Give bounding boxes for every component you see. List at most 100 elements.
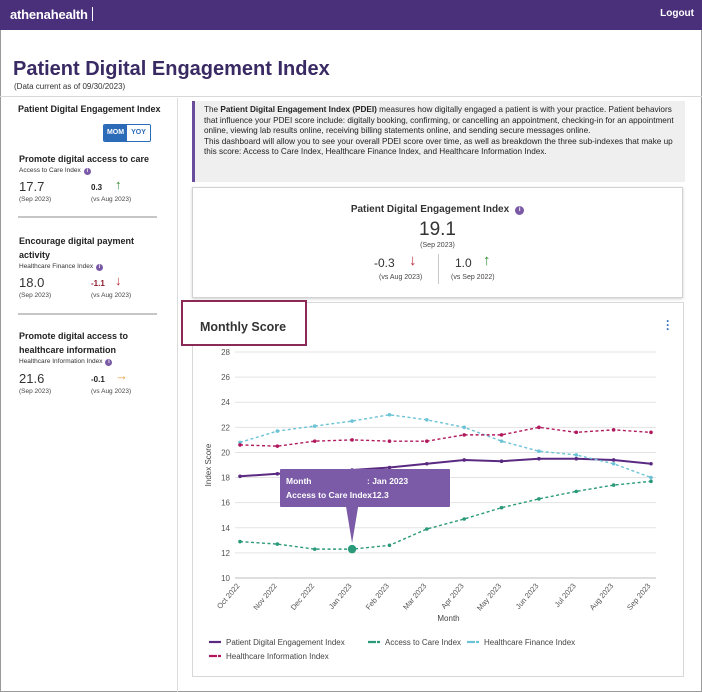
data-point[interactable] <box>499 459 504 464</box>
legend-label[interactable]: Patient Digital Engagement Index <box>226 638 345 647</box>
data-point[interactable] <box>574 456 579 461</box>
more-options-icon[interactable]: · · · <box>666 314 670 336</box>
info-icon[interactable]: i <box>96 264 104 271</box>
page-title: Patient Digital Engagement Index <box>13 58 330 80</box>
info-icon[interactable]: i <box>83 168 91 175</box>
series-line <box>239 426 652 447</box>
card-subtitle: Healthcare Finance Index i <box>19 263 157 271</box>
tooltip-label: Access to Care Index <box>286 490 372 500</box>
x-tick-label: Aug 2023 <box>588 582 616 612</box>
pdei-score-card: Patient Digital Engagement Index i 19.1 (… <box>192 187 683 298</box>
desc-bold-term: Patient Digital Engagement Index (PDEI) <box>220 105 377 114</box>
description-paragraph: The Patient Digital Engagement Index (PD… <box>204 105 679 137</box>
monthly-score-chart: 10 12 14 16 18 20 22 24 26 28 Oct 2022 Nov 2022 Dec … <box>204 348 656 661</box>
data-point[interactable] <box>312 424 317 428</box>
series-line <box>239 414 652 479</box>
data-point[interactable] <box>499 433 504 437</box>
data-point[interactable] <box>611 458 616 462</box>
data-point[interactable] <box>425 527 429 531</box>
data-point[interactable] <box>499 505 504 510</box>
yoy-change: 1.0 <box>455 256 472 270</box>
tooltip-label: Month <box>286 476 312 486</box>
data-point[interactable] <box>649 479 653 484</box>
data-point[interactable] <box>387 412 392 417</box>
data-point[interactable] <box>649 461 653 466</box>
data-point[interactable] <box>238 440 242 445</box>
legend-label[interactable]: Healthcare Finance Index <box>484 638 575 647</box>
data-point[interactable] <box>425 418 429 422</box>
data-point[interactable] <box>462 458 466 462</box>
data-point[interactable] <box>537 456 541 461</box>
data-point[interactable] <box>275 444 280 448</box>
data-point[interactable] <box>275 542 280 546</box>
down-arrow-icon: ↓ <box>115 273 122 288</box>
card-period: (Sep 2023) <box>19 196 52 203</box>
logout-link[interactable]: Logout <box>660 8 694 19</box>
data-point[interactable] <box>574 489 579 494</box>
data-point[interactable] <box>238 539 242 544</box>
data-point[interactable] <box>425 461 429 466</box>
data-point[interactable] <box>649 430 653 435</box>
monthly-score-title: Monthly Score <box>200 320 287 334</box>
data-point[interactable] <box>611 483 616 487</box>
mom-yoy-toggle[interactable]: MOM YOY <box>103 124 151 142</box>
data-point[interactable] <box>462 433 466 437</box>
y-tick-label: 18 <box>221 474 230 483</box>
data-point[interactable] <box>462 425 466 430</box>
legend-label[interactable]: Access to Care Index <box>385 638 461 647</box>
card-value: 18.0 <box>19 275 45 290</box>
data-point[interactable] <box>275 429 280 433</box>
data-point[interactable] <box>312 547 317 551</box>
card-subtitle-text: Access to Care Index <box>19 167 81 174</box>
yoy-toggle-button[interactable]: YOY <box>127 125 150 141</box>
data-point[interactable] <box>238 443 242 447</box>
data-point[interactable] <box>611 428 616 432</box>
card-vs: (vs Aug 2023) <box>91 388 132 395</box>
y-tick-label: 20 <box>221 448 230 457</box>
highlighted-data-point[interactable] <box>347 544 357 554</box>
card-period: (Sep 2023) <box>19 388 52 395</box>
data-point[interactable] <box>574 453 579 457</box>
data-point[interactable] <box>611 461 616 466</box>
data-point[interactable] <box>350 419 354 423</box>
healthcare-information-card: Promote digital access to healthcare inf… <box>19 329 157 399</box>
data-point[interactable] <box>275 471 280 476</box>
x-tick-label: Sep 2023 <box>625 582 653 612</box>
x-axis-title: Month <box>437 614 459 623</box>
card-value: 17.7 <box>19 179 45 194</box>
data-point[interactable] <box>387 465 392 470</box>
legend-label[interactable]: Healthcare Information Index <box>226 652 329 661</box>
healthcare-finance-card: Encourage digital payment activity Healt… <box>19 234 157 304</box>
series-line <box>239 480 652 550</box>
y-tick-label: 26 <box>221 373 230 382</box>
access-to-care-card: Promote digital access to care Access to… <box>19 152 157 212</box>
x-tick-label: Apr 2023 <box>439 582 465 611</box>
card-change: 0.3 <box>91 183 103 192</box>
up-arrow-icon: ↑ <box>115 177 122 192</box>
data-point[interactable] <box>537 449 541 453</box>
data-point[interactable] <box>537 497 541 501</box>
card-divider <box>18 216 157 218</box>
data-point[interactable] <box>574 430 579 435</box>
score-title-text: Patient Digital Engagement Index <box>350 204 510 215</box>
data-point[interactable] <box>238 474 242 479</box>
info-icon[interactable]: i <box>515 206 525 215</box>
data-point[interactable] <box>649 475 653 480</box>
card-heading: Promote digital access to healthcare inf… <box>19 331 129 355</box>
data-point[interactable] <box>387 439 392 443</box>
data-point[interactable] <box>462 517 466 521</box>
data-point[interactable] <box>350 438 354 442</box>
description-paragraph: This dashboard will allow you to see you… <box>204 136 673 157</box>
data-point[interactable] <box>499 439 504 443</box>
yoy-vs: (vs Sep 2022) <box>451 274 495 281</box>
down-arrow-icon: ↓ <box>409 252 417 269</box>
data-point[interactable] <box>387 543 392 548</box>
data-point[interactable] <box>425 439 429 443</box>
info-icon[interactable]: i <box>105 359 113 366</box>
data-point[interactable] <box>537 425 541 430</box>
mom-toggle-button[interactable]: MOM <box>104 125 127 141</box>
data-point[interactable] <box>312 439 317 443</box>
brand-logo[interactable]: athenahealth <box>10 7 93 22</box>
card-change: -1.1 <box>91 279 105 288</box>
tooltip-value: : 12.3 <box>367 490 389 500</box>
